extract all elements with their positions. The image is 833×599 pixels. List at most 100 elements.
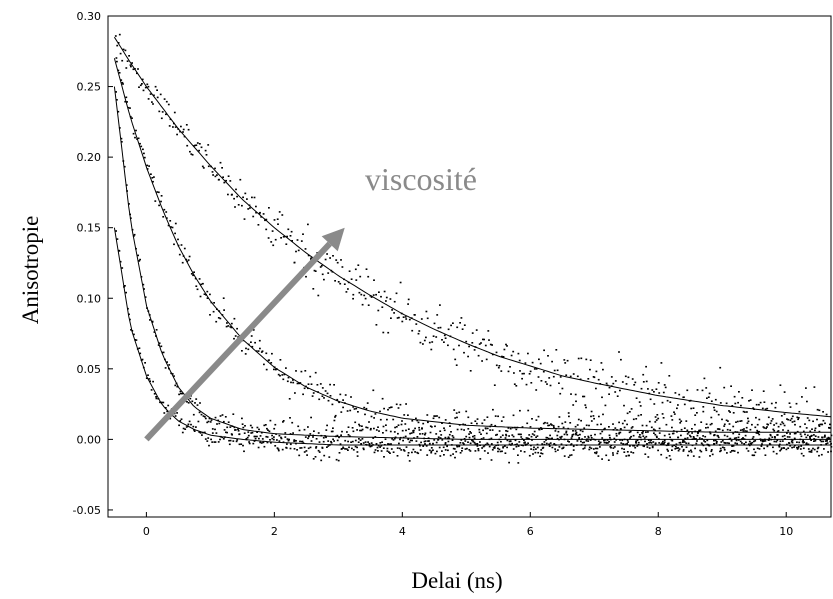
data-point [402,449,405,451]
data-point [757,432,759,434]
data-point [726,435,729,438]
data-point [310,257,313,259]
data-point [436,314,439,316]
data-point [152,180,154,183]
data-point [826,437,829,440]
data-point [419,449,422,451]
data-point [710,422,713,425]
data-point [202,167,205,169]
data-point [479,458,482,460]
data-point [644,440,646,443]
data-point [239,178,242,181]
data-point [714,398,717,401]
data-point [298,454,301,457]
data-point [285,367,287,369]
data-point [588,448,591,451]
data-point [590,437,593,439]
data-point [130,329,132,331]
data-point [206,440,209,442]
data-point [210,438,212,441]
data-point [420,318,423,320]
data-point [759,401,762,404]
data-point [126,60,129,62]
data-point [554,448,556,450]
data-point [585,358,588,361]
data-point [775,440,778,443]
data-point [623,426,626,429]
data-point [182,128,185,131]
data-point [505,430,507,432]
data-point [791,446,793,449]
data-point [613,441,616,443]
data-point [156,89,158,91]
data-point [317,449,320,452]
data-point [312,458,315,460]
data-point [323,278,325,281]
data-point [783,413,786,415]
data-point [455,364,458,366]
data-point [710,449,713,451]
data-point [737,401,739,404]
data-point [295,440,297,442]
data-point [189,397,192,400]
data-point [182,131,184,133]
data-point [651,446,654,449]
data-point [153,94,155,97]
data-point [700,450,703,453]
data-point [794,423,796,426]
data-point [493,447,496,449]
data-point [365,268,368,270]
data-point [202,415,205,417]
data-point [148,165,150,167]
data-point [801,396,803,398]
data-point [829,440,832,443]
data-point [321,273,324,276]
data-point [198,411,201,414]
data-point [668,375,671,377]
data-point [225,431,227,434]
data-point [315,438,318,440]
data-point [432,449,434,451]
data-point [418,330,421,332]
data-point [675,443,678,445]
data-point [258,437,260,440]
data-point [527,352,529,355]
data-point [223,309,225,311]
data-point [155,396,157,398]
data-point [515,428,518,431]
data-point [125,96,128,99]
data-point [372,389,375,392]
data-point [797,417,800,419]
data-point [539,362,542,365]
data-point [682,448,685,451]
data-point [246,436,249,439]
data-point [612,447,615,449]
data-point [598,443,600,446]
data-point [763,401,766,403]
data-point [363,406,366,409]
data-point [152,380,154,383]
data-point [787,429,790,432]
data-point [734,442,737,444]
data-point [548,445,551,447]
data-point [650,439,652,442]
data-point [545,436,548,439]
data-point [612,423,614,425]
data-point [307,426,309,428]
data-point [385,424,387,426]
data-point [307,447,310,450]
data-point [786,432,788,434]
data-point [435,336,438,338]
data-point [305,275,307,278]
data-point [326,253,328,255]
data-point [159,93,162,96]
data-point [214,167,216,170]
data-point [467,355,469,358]
data-point [303,387,306,390]
data-point [811,434,813,437]
fit-curves [113,36,832,446]
data-point [731,450,733,452]
data-point [339,393,342,396]
data-point [366,426,369,429]
data-point [340,259,342,261]
